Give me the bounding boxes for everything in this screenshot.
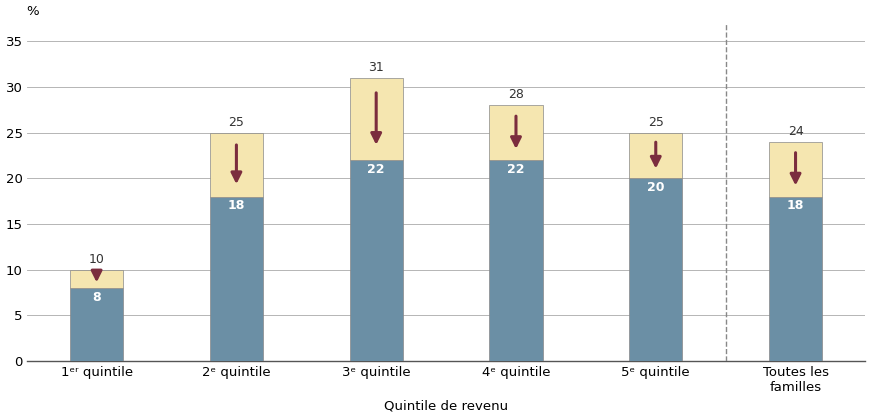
Bar: [490, 105, 543, 160]
Text: 25: 25: [228, 116, 245, 129]
Bar: [769, 196, 822, 361]
Bar: [769, 142, 822, 196]
Text: 18: 18: [227, 199, 245, 212]
Text: 31: 31: [368, 61, 384, 74]
Text: 8: 8: [92, 291, 101, 303]
Text: 20: 20: [647, 181, 665, 194]
Text: %: %: [27, 5, 39, 18]
X-axis label: Quintile de revenu: Quintile de revenu: [384, 400, 508, 413]
Bar: [349, 160, 402, 361]
Bar: [490, 160, 543, 361]
Bar: [70, 288, 123, 361]
Bar: [210, 133, 263, 196]
Text: 24: 24: [787, 125, 803, 138]
Bar: [70, 270, 123, 288]
Bar: [629, 133, 682, 178]
Text: 22: 22: [507, 163, 524, 176]
Bar: [349, 78, 402, 160]
Text: 22: 22: [368, 163, 385, 176]
Text: 25: 25: [648, 116, 664, 129]
Text: 28: 28: [508, 89, 524, 102]
Bar: [210, 196, 263, 361]
Text: 18: 18: [787, 199, 804, 212]
Bar: [629, 178, 682, 361]
Text: 10: 10: [89, 253, 105, 266]
